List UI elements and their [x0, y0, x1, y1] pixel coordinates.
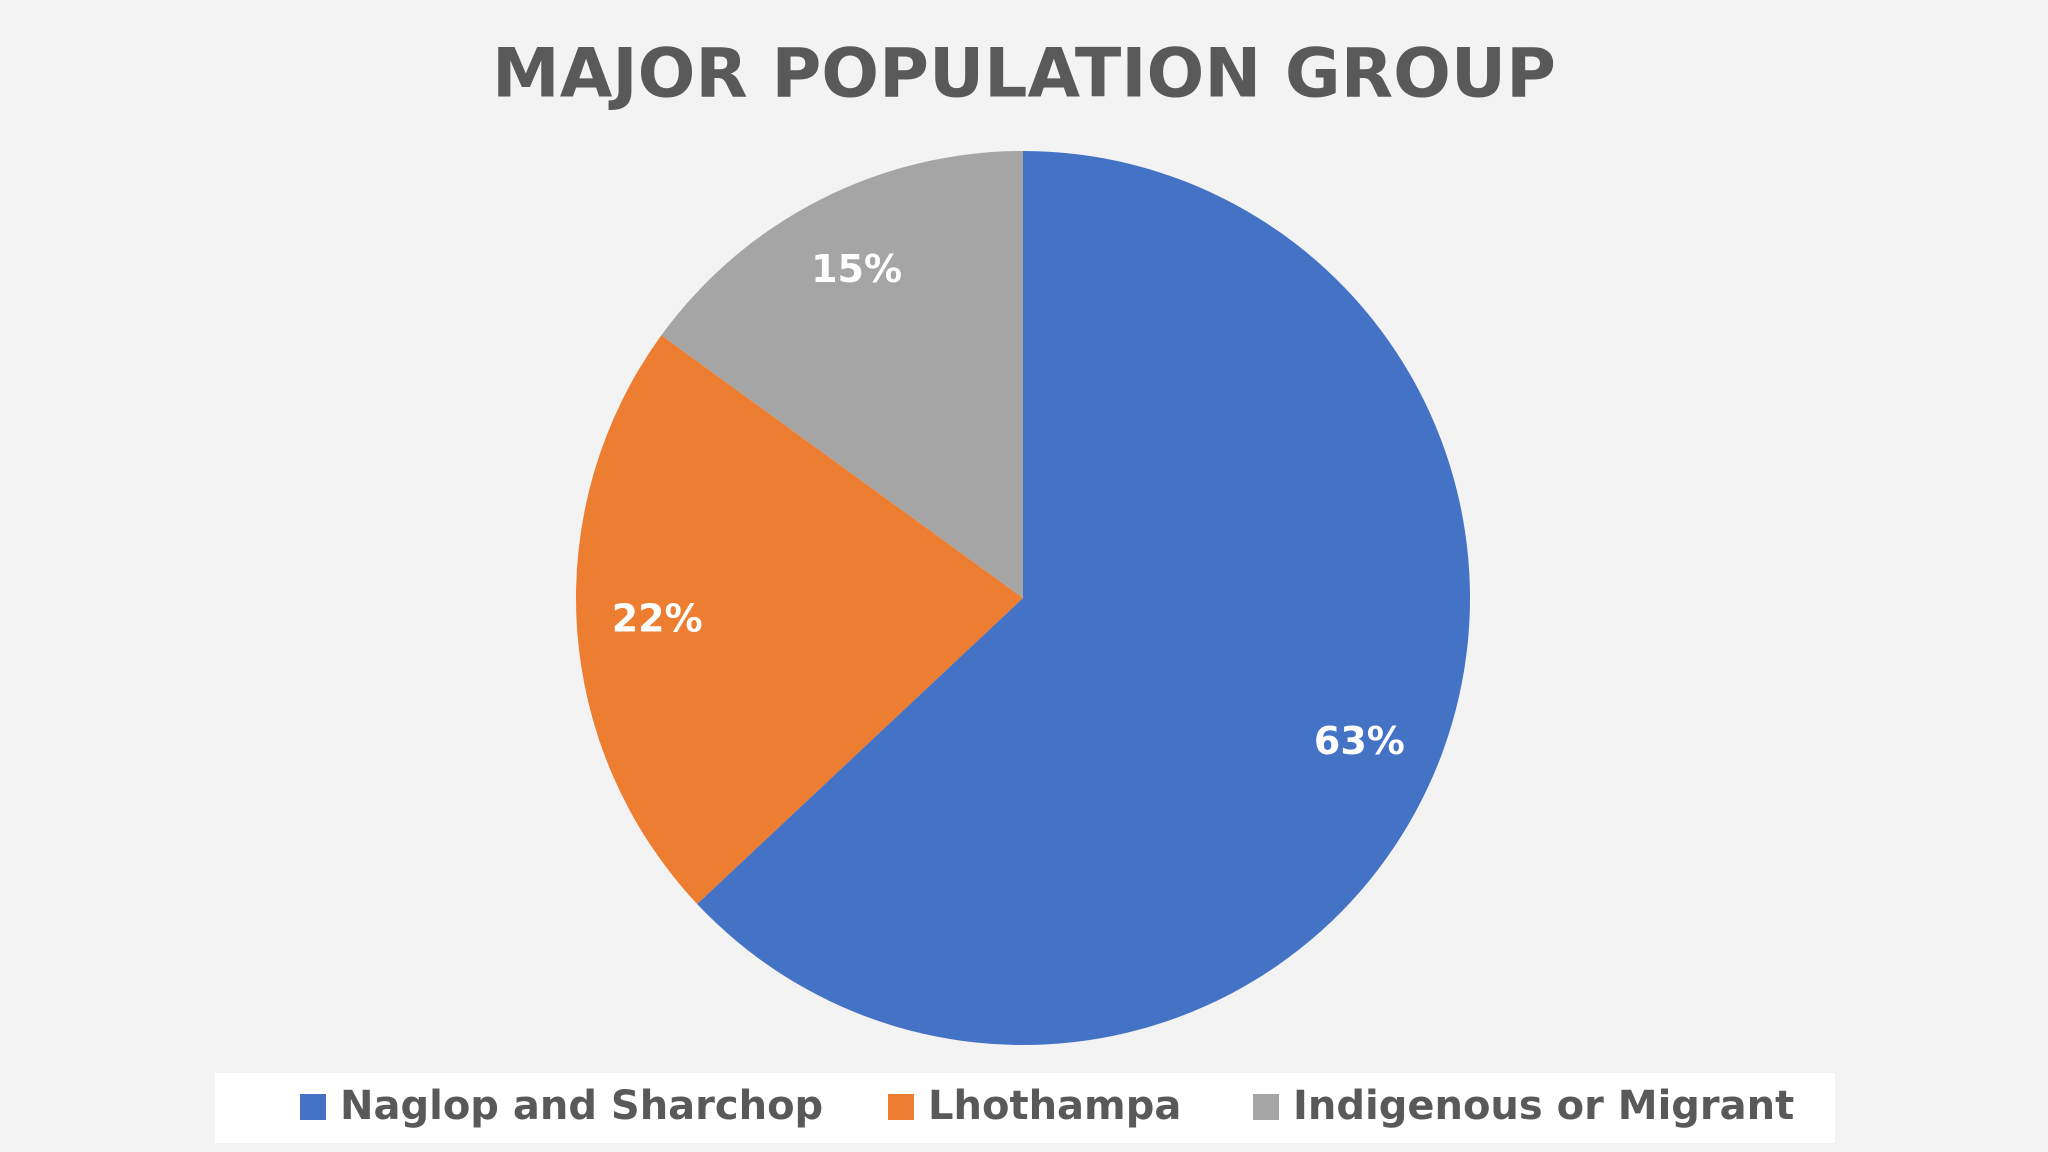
- pie-slice: [661, 151, 1023, 598]
- data-label: 15%: [811, 247, 902, 291]
- legend-label: Indigenous or Migrant: [1293, 1083, 1794, 1129]
- pie-slice: [697, 151, 1471, 1045]
- legend-swatch: [1253, 1094, 1279, 1120]
- pie-slice: [576, 335, 1023, 904]
- chart-title: MAJOR POPULATION GROUP: [492, 35, 1556, 114]
- legend-label: Lhothampa: [928, 1083, 1181, 1129]
- legend-box: [215, 1073, 1835, 1143]
- data-label: 63%: [1314, 719, 1405, 763]
- legend-label: Naglop and Sharchop: [340, 1083, 823, 1129]
- data-label: 22%: [612, 597, 703, 641]
- legend-swatch: [300, 1094, 326, 1120]
- legend-swatch: [888, 1094, 914, 1120]
